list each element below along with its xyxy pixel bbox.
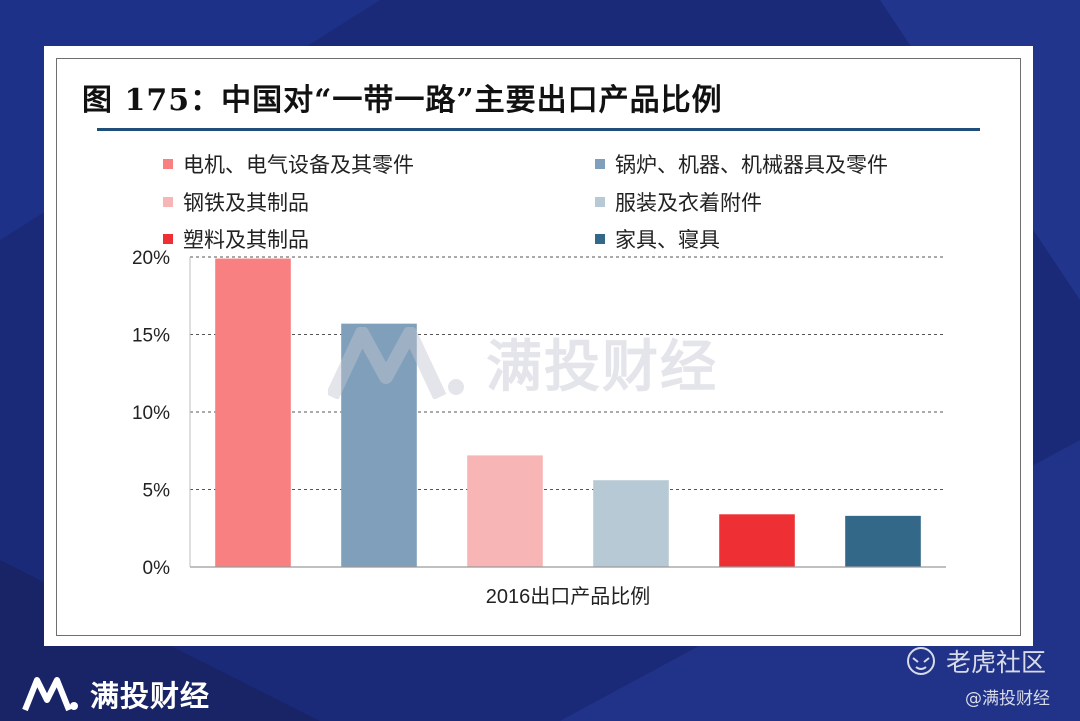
legend-label: 锅炉、机器、机械器具及零件 [615,153,888,177]
author-handle: @满投财经 [965,689,1050,709]
brand-logo-icon [328,326,464,399]
community-name: 老虎社区 [946,648,1047,677]
community-badge: 老虎社区 [904,643,1046,679]
legend-label: 塑料及其制品 [183,228,309,252]
bar [215,258,291,567]
y-tick-label: 20% [132,248,170,269]
legend-item: 塑料及其制品 [163,226,309,252]
tiger-logo-icon [907,647,935,675]
watermark-text: 满投财经 [486,335,718,400]
x-axis-label: 2016出口产品比例 [486,585,651,608]
y-tick-labels: 0% 5% 10% 15% 20% [132,248,170,579]
y-tick-label: 5% [143,481,171,502]
legend-item: 家具、寝具 [595,226,720,252]
legend-label: 钢铁及其制品 [183,191,309,215]
legend-label: 家具、寝具 [615,228,720,252]
legend-item: 电机、电气设备及其零件 [163,151,414,177]
legend-item: 服装及衣着附件 [595,189,762,215]
bar [719,514,795,567]
bar [467,455,543,567]
watermark: 满投财经 [328,322,718,403]
brand-logo-icon [22,677,78,712]
bar [341,323,417,567]
y-tick-label: 0% [143,558,171,579]
legend-label: 电机、电气设备及其零件 [183,153,414,177]
title-divider [97,128,980,131]
legend-swatch [163,197,173,207]
legend-swatch [595,234,605,244]
legend-item: 锅炉、机器、机械器具及零件 [595,151,888,177]
legend-label: 服装及衣着附件 [615,191,762,215]
footer-brand-name: 满投财经 [90,679,211,713]
legend-swatch [163,159,173,169]
y-tick-label: 10% [132,403,170,424]
legend-item: 钢铁及其制品 [163,189,309,215]
legend-swatch [595,159,605,169]
footer-brand: 满投财经 [22,673,210,715]
grid-lines [190,256,946,490]
figure-title: 图 175：中国对“一带一路”主要出口产品比例 [82,83,723,118]
bar [593,480,669,567]
bar [845,515,921,567]
legend-swatch [595,197,605,207]
legend-swatch [163,234,173,244]
bars [215,258,921,567]
y-tick-label: 15% [132,326,170,347]
